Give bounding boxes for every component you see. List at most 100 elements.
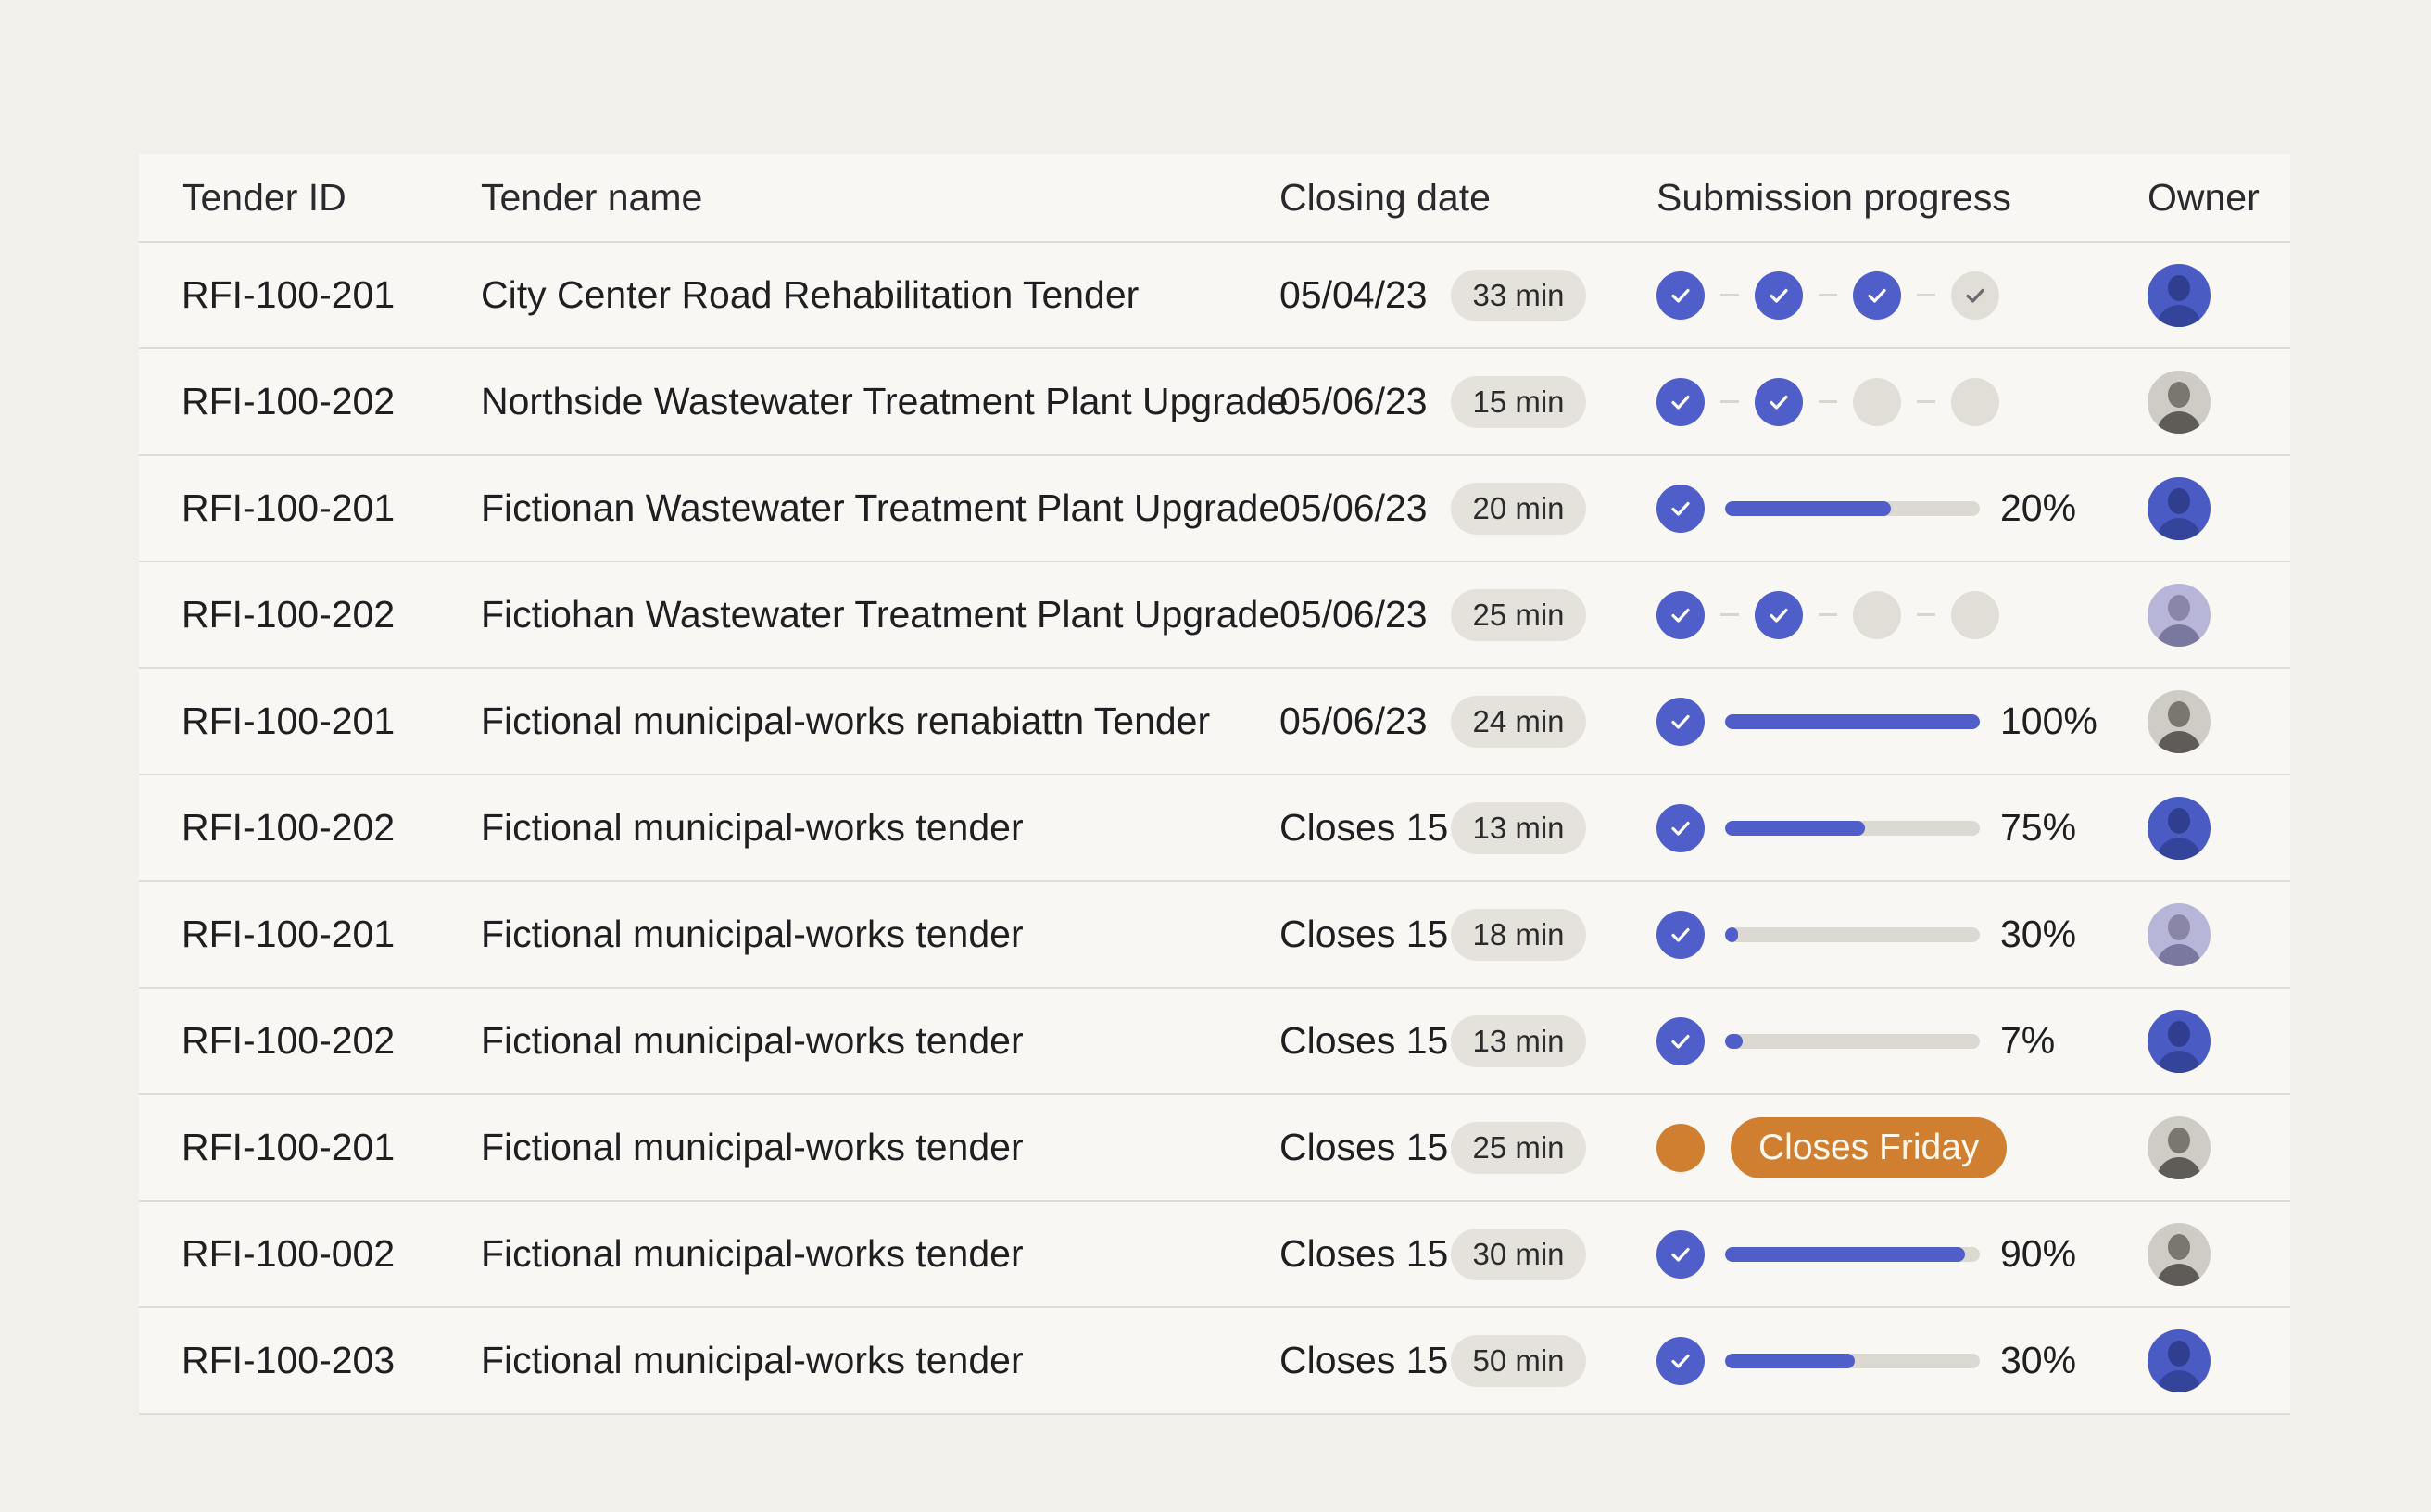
closing-date-text: 05/06/23: [1279, 486, 1428, 529]
owner[interactable]: [2148, 775, 2211, 880]
check-icon: [1656, 1229, 1705, 1279]
tender-name[interactable]: Fictional municipal-works reпabiattn Ten…: [481, 699, 1211, 742]
check-icon: [1656, 271, 1705, 320]
submission-progress: 20%: [1656, 456, 2076, 561]
tender-name[interactable]: Northside Wastewater Treatment Plant Upg…: [481, 380, 1289, 422]
time-remaining-badge: 33 min: [1451, 269, 1586, 321]
table-row[interactable]: RFI-100-202 Fictional municipal-works ten…: [139, 989, 2290, 1095]
table-row[interactable]: RFI-100-201 Fictionan Wastewater Treatmen…: [139, 456, 2290, 562]
closing-date: 05/04/23 33 min: [1279, 243, 1586, 347]
avatar-icon[interactable]: [2148, 476, 2211, 540]
step-connector: [1819, 400, 1837, 403]
closing-date: 05/06/23 25 min: [1279, 562, 1586, 667]
table-row[interactable]: RFI-100-201 Fictional municipal-works ten…: [139, 1095, 2290, 1202]
check-icon: [1755, 590, 1803, 639]
progress-bar: [1725, 500, 1980, 516]
avatar-icon[interactable]: [2148, 1115, 2211, 1179]
header-tender-id[interactable]: Tender ID: [182, 175, 346, 219]
table-body: RFI-100-201 City Center Road Rehabilitati…: [139, 243, 2290, 1415]
check-icon: [1656, 910, 1705, 959]
step-pending-icon: [1853, 590, 1901, 639]
avatar-icon[interactable]: [2148, 370, 2211, 434]
header-tender-name[interactable]: Tender name: [481, 175, 703, 219]
table-row[interactable]: RFI-100-202 Fictional municipal-works ten…: [139, 775, 2290, 882]
closing-date: 05/06/23 24 min: [1279, 669, 1586, 774]
progress-bar-fill: [1725, 500, 1891, 516]
tender-name[interactable]: Fictionan Wastewater Treatment Plant Upg…: [481, 486, 1280, 529]
closing-date: Closes 15 50 min: [1279, 1308, 1586, 1413]
step-pending-icon: [1951, 377, 1999, 426]
tender-id: RFI-100-202: [182, 380, 396, 422]
table-row[interactable]: RFI-100-202 Northside Wastewater Treatmen…: [139, 349, 2290, 456]
progress-steps: [1656, 377, 1999, 426]
check-icon: [1656, 590, 1705, 639]
owner[interactable]: [2148, 989, 2211, 1093]
closing-date-text: Closes 15: [1279, 1019, 1449, 1062]
progress-bar-fill: [1725, 1033, 1744, 1049]
table-row[interactable]: RFI-100-002 Fictional municipal-works ten…: [139, 1202, 2290, 1308]
step-connector: [1917, 400, 1935, 403]
tender-name[interactable]: Fictional municipal-works tender: [481, 806, 1024, 849]
table-row[interactable]: RFI-100-201 Fictional municipal-works ten…: [139, 882, 2290, 989]
progress-steps: [1656, 590, 1999, 639]
tender-id: RFI-100-202: [182, 806, 396, 849]
avatar-icon[interactable]: [2148, 689, 2211, 753]
table-row[interactable]: RFI-100-202 Fictiohan Wastewater Treatmen…: [139, 562, 2290, 669]
submission-progress: [1656, 562, 1999, 667]
owner[interactable]: [2148, 243, 2211, 347]
owner[interactable]: [2148, 1308, 2211, 1413]
owner[interactable]: [2148, 349, 2211, 454]
avatar-icon[interactable]: [2148, 1009, 2211, 1073]
avatar-icon[interactable]: [2148, 902, 2211, 966]
avatar-icon[interactable]: [2148, 1222, 2211, 1286]
tender-name[interactable]: Fictional municipal-works tender: [481, 1232, 1024, 1275]
closing-date: Closes 15 18 min: [1279, 882, 1586, 987]
header-owner[interactable]: Owner: [2148, 175, 2260, 219]
owner[interactable]: [2148, 1202, 2211, 1306]
avatar-icon[interactable]: [2148, 1329, 2211, 1392]
progress-bar-fill: [1725, 713, 1980, 729]
header-closing-date[interactable]: Closing date: [1279, 175, 1491, 219]
table-row[interactable]: RFI-100-203 Fictional municipal-works ten…: [139, 1308, 2290, 1415]
owner[interactable]: [2148, 669, 2211, 774]
step-pending-icon: [1951, 590, 1999, 639]
tender-id: RFI-100-202: [182, 593, 396, 636]
tender-name[interactable]: City Center Road Rehabilitation Tender: [481, 273, 1140, 316]
check-icon: [1755, 271, 1803, 320]
avatar-icon[interactable]: [2148, 263, 2211, 327]
owner[interactable]: [2148, 1095, 2211, 1200]
step-pending-icon: [1853, 377, 1901, 426]
tender-id: RFI-100-201: [182, 1126, 396, 1168]
tender-id: RFI-100-201: [182, 699, 396, 742]
owner[interactable]: [2148, 456, 2211, 561]
tender-name[interactable]: Fictional municipal-works tender: [481, 913, 1024, 955]
table-row[interactable]: RFI-100-201 Fictional municipal-works reп…: [139, 669, 2290, 775]
status-dot-icon: [1656, 1123, 1705, 1172]
submission-progress: 30%: [1656, 882, 2076, 987]
owner[interactable]: [2148, 562, 2211, 667]
owner[interactable]: [2148, 882, 2211, 987]
check-icon: [1656, 1336, 1705, 1385]
progress-bar-group: 30%: [1656, 1336, 2076, 1385]
progress-bar-group: 20%: [1656, 484, 2077, 533]
table-row[interactable]: RFI-100-201 City Center Road Rehabilitati…: [139, 243, 2290, 349]
check-icon: [1656, 803, 1705, 852]
header-submission-progress[interactable]: Submission progress: [1656, 175, 2011, 219]
tender-name[interactable]: Fictiohan Wastewater Treatment Plant Upg…: [481, 593, 1280, 636]
closing-date-text: 05/04/23: [1279, 273, 1428, 316]
submission-progress: 90%: [1656, 1202, 2076, 1306]
check-icon: [1755, 377, 1803, 426]
status-badge[interactable]: Closes Friday: [1731, 1116, 2008, 1178]
avatar-icon[interactable]: [2148, 583, 2211, 647]
closing-date-text: Closes 15: [1279, 1339, 1449, 1381]
tender-name[interactable]: Fictional municipal-works tender: [481, 1339, 1024, 1381]
closing-date: Closes 15 30 min: [1279, 1202, 1586, 1306]
tender-name[interactable]: Fictional municipal-works tender: [481, 1126, 1024, 1168]
progress-percent: 20%: [2000, 486, 2077, 529]
progress-bar-fill: [1725, 820, 1866, 836]
avatar-icon[interactable]: [2148, 796, 2211, 860]
tender-name[interactable]: Fictional municipal-works tender: [481, 1019, 1024, 1062]
progress-bar-group: 100%: [1656, 697, 2097, 746]
submission-progress: 30%: [1656, 1308, 2076, 1413]
progress-percent: 100%: [2000, 699, 2097, 742]
